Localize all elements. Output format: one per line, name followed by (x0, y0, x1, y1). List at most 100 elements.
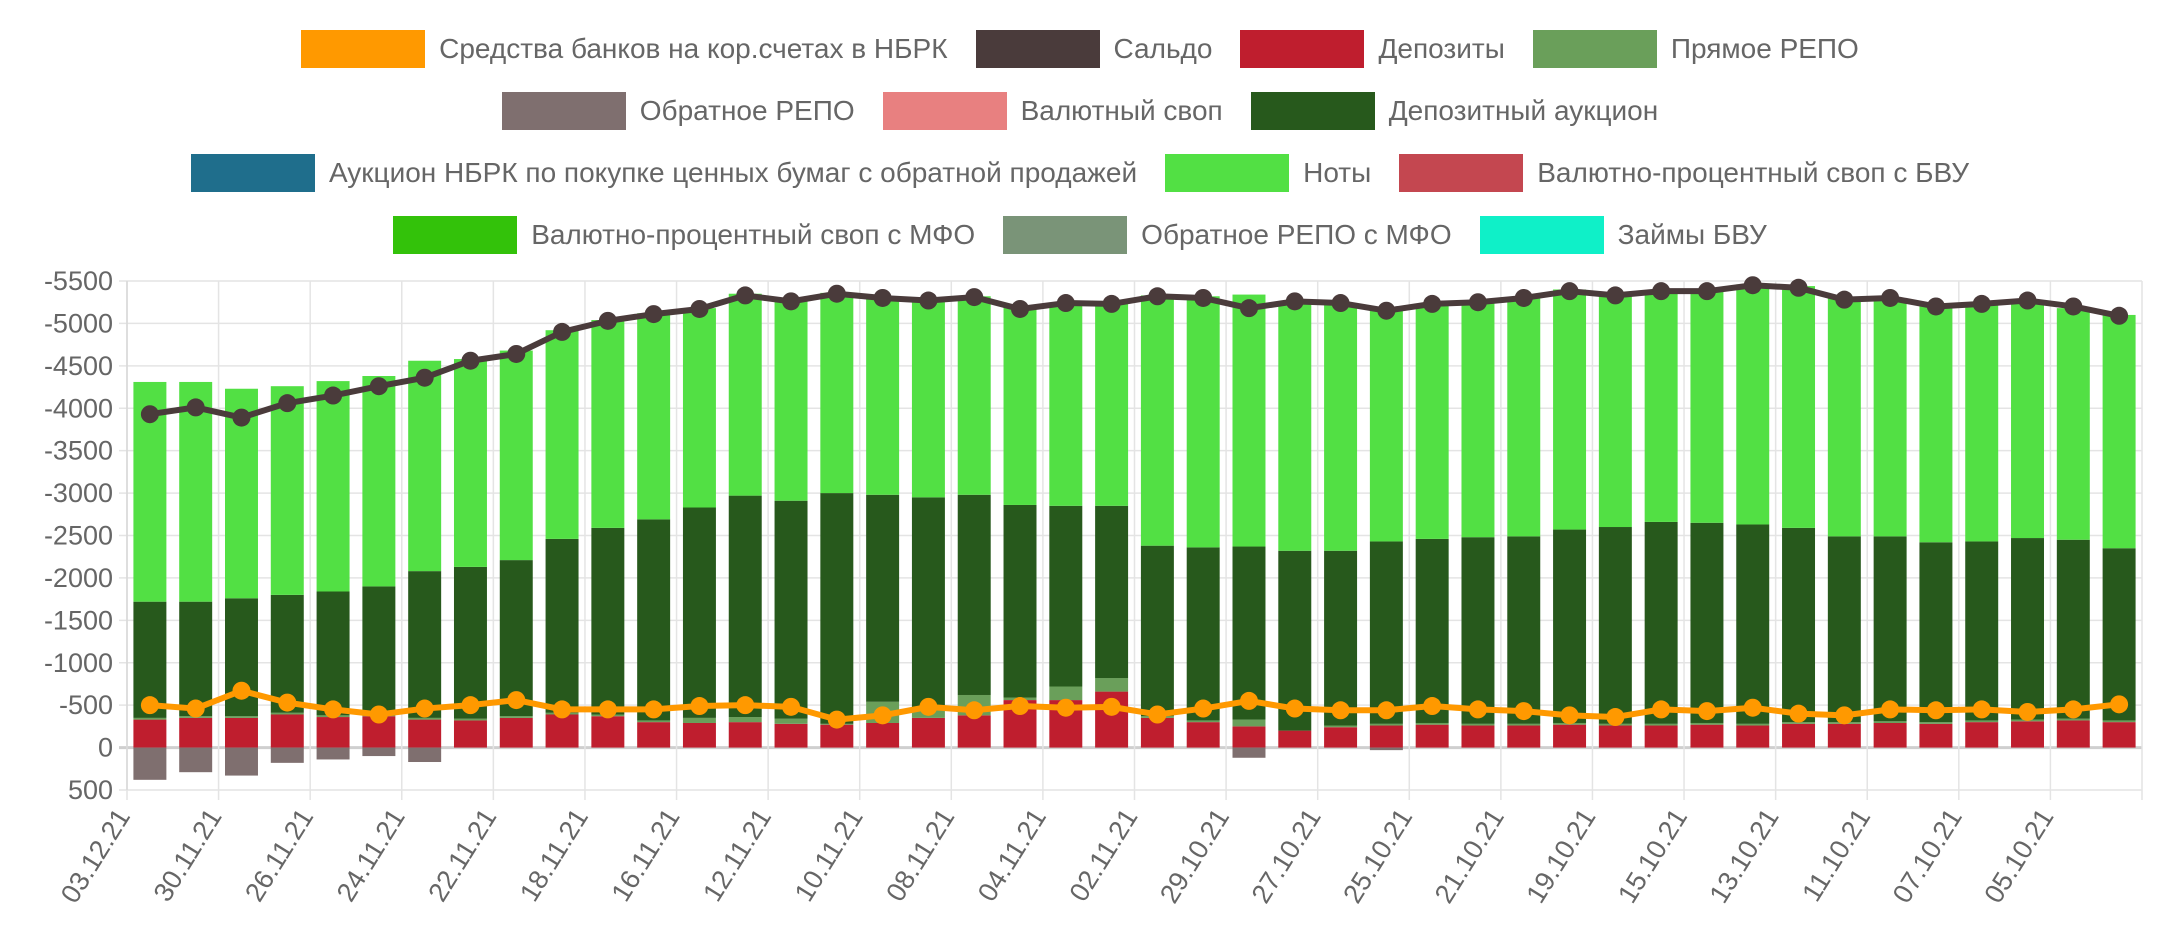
data-point (1606, 708, 1625, 727)
x-tick-label: 12.11.21 (697, 803, 777, 906)
data-point (415, 699, 434, 718)
x-tick-label: 25.10.21 (1337, 803, 1418, 908)
legend-item[interactable]: Депозиты (1240, 30, 1505, 68)
data-point (919, 697, 938, 716)
legend-item[interactable]: Валютно-процентный своп с МФО (393, 216, 975, 254)
data-point (644, 305, 663, 324)
data-point (278, 394, 297, 413)
legend-item[interactable]: Обратное РЕПО (501, 92, 855, 130)
data-point (278, 693, 297, 712)
bar-segment (225, 716, 258, 718)
bar-segment (499, 560, 533, 717)
data-point (415, 368, 434, 387)
bar-segment (1736, 524, 1770, 724)
bar-segment (133, 717, 167, 720)
data-point (1194, 699, 1213, 718)
data-point (140, 696, 159, 715)
data-point (1148, 705, 1167, 724)
bar-segment (1324, 303, 1358, 551)
bar-segment (957, 494, 991, 695)
y-tick-label: 0 (98, 733, 113, 763)
data-point (1652, 282, 1671, 301)
bar-segment (2056, 720, 2090, 748)
legend-item[interactable]: Валютный своп (882, 92, 1223, 130)
legend-item[interactable]: Обратное РЕПО с МФО (1003, 216, 1452, 254)
y-tick-label: -3500 (44, 436, 113, 466)
bar-segment (1553, 529, 1587, 723)
bar-segment (453, 359, 487, 567)
legend-item[interactable]: Ноты (1165, 154, 1371, 192)
data-point (690, 299, 709, 318)
bar-segment (270, 712, 304, 715)
bar-segment (637, 720, 671, 723)
legend-item[interactable]: Аукцион НБРК по покупке ценных бумаг с о… (190, 154, 1137, 192)
data-point (2064, 297, 2083, 316)
legend-row: Аукцион НБРК по покупке ценных бумаг с о… (0, 142, 2160, 204)
bar-segment (1003, 305, 1037, 505)
x-tick-label: 26.11.21 (239, 803, 319, 906)
legend-item[interactable]: Депозитный аукцион (1250, 92, 1658, 130)
data-point (1835, 290, 1854, 309)
data-point (919, 291, 938, 310)
x-tick-label: 07.10.21 (1887, 803, 1968, 908)
bar-segment (637, 722, 671, 748)
data-point (1652, 700, 1671, 719)
bar-segment (1232, 726, 1266, 748)
data-point (186, 398, 205, 417)
legend-item[interactable]: Займы БВУ (1479, 216, 1767, 254)
bar-segment (1965, 541, 1999, 721)
data-point (1377, 701, 1396, 720)
bar-segment (2011, 721, 2044, 748)
data-point (1468, 293, 1487, 312)
data-point (232, 681, 251, 700)
legend-label: Депозиты (1378, 33, 1505, 64)
bar-segment (1461, 301, 1495, 538)
data-point (1468, 700, 1487, 719)
bar-segment (408, 571, 442, 718)
data-point (553, 700, 572, 719)
bar-segment (911, 717, 945, 748)
bar-segment (1782, 722, 1816, 724)
bar-segment (728, 293, 762, 496)
legend-item[interactable]: Прямое РЕПО (1532, 30, 1859, 68)
data-point (1011, 299, 1030, 318)
bar-segment (270, 747, 304, 763)
data-point (1056, 698, 1075, 717)
bar-segment (1736, 723, 1770, 726)
bar-segment (1095, 505, 1129, 679)
legend-item[interactable]: Сальдо (975, 30, 1212, 68)
bar-segment (1049, 505, 1083, 687)
legend-swatch (1479, 216, 1604, 254)
legend-label: Валютно-процентный своп с МФО (531, 219, 976, 250)
bar-segment (1369, 747, 1403, 751)
legend-item[interactable]: Валютно-процентный своп с БВУ (1399, 154, 1969, 192)
data-point (1881, 288, 1900, 307)
bar-segment (1324, 727, 1358, 748)
x-tick-label: 24.11.21 (331, 803, 411, 906)
data-point (644, 700, 663, 719)
data-point (140, 405, 159, 424)
bar-segment (1919, 722, 1953, 724)
data-point (369, 377, 388, 396)
data-point (324, 386, 343, 405)
data-point (1743, 276, 1762, 295)
bar-segment (408, 747, 442, 763)
bar-segment (911, 497, 945, 711)
x-tick-label: 10.11.21 (789, 803, 869, 906)
bar-segment (408, 717, 442, 720)
legend-swatch (393, 216, 518, 254)
bar-segment (1095, 678, 1129, 692)
bar-segment (591, 527, 625, 715)
bar-segment (2011, 538, 2044, 720)
legend-label: Обратное РЕПО (639, 95, 855, 126)
data-point (1697, 702, 1716, 721)
y-tick-label: -4000 (44, 393, 113, 423)
bar-segment (1965, 720, 1999, 723)
data-point (2064, 700, 2083, 719)
bar-segment (1553, 289, 1587, 530)
legend-item[interactable]: Средства банков на кор.счетах в НБРК (301, 30, 948, 68)
bar-segment (728, 495, 762, 718)
x-tick-label: 30.11.21 (148, 803, 228, 906)
data-point (736, 696, 755, 715)
x-tick-label: 29.10.21 (1154, 803, 1235, 908)
